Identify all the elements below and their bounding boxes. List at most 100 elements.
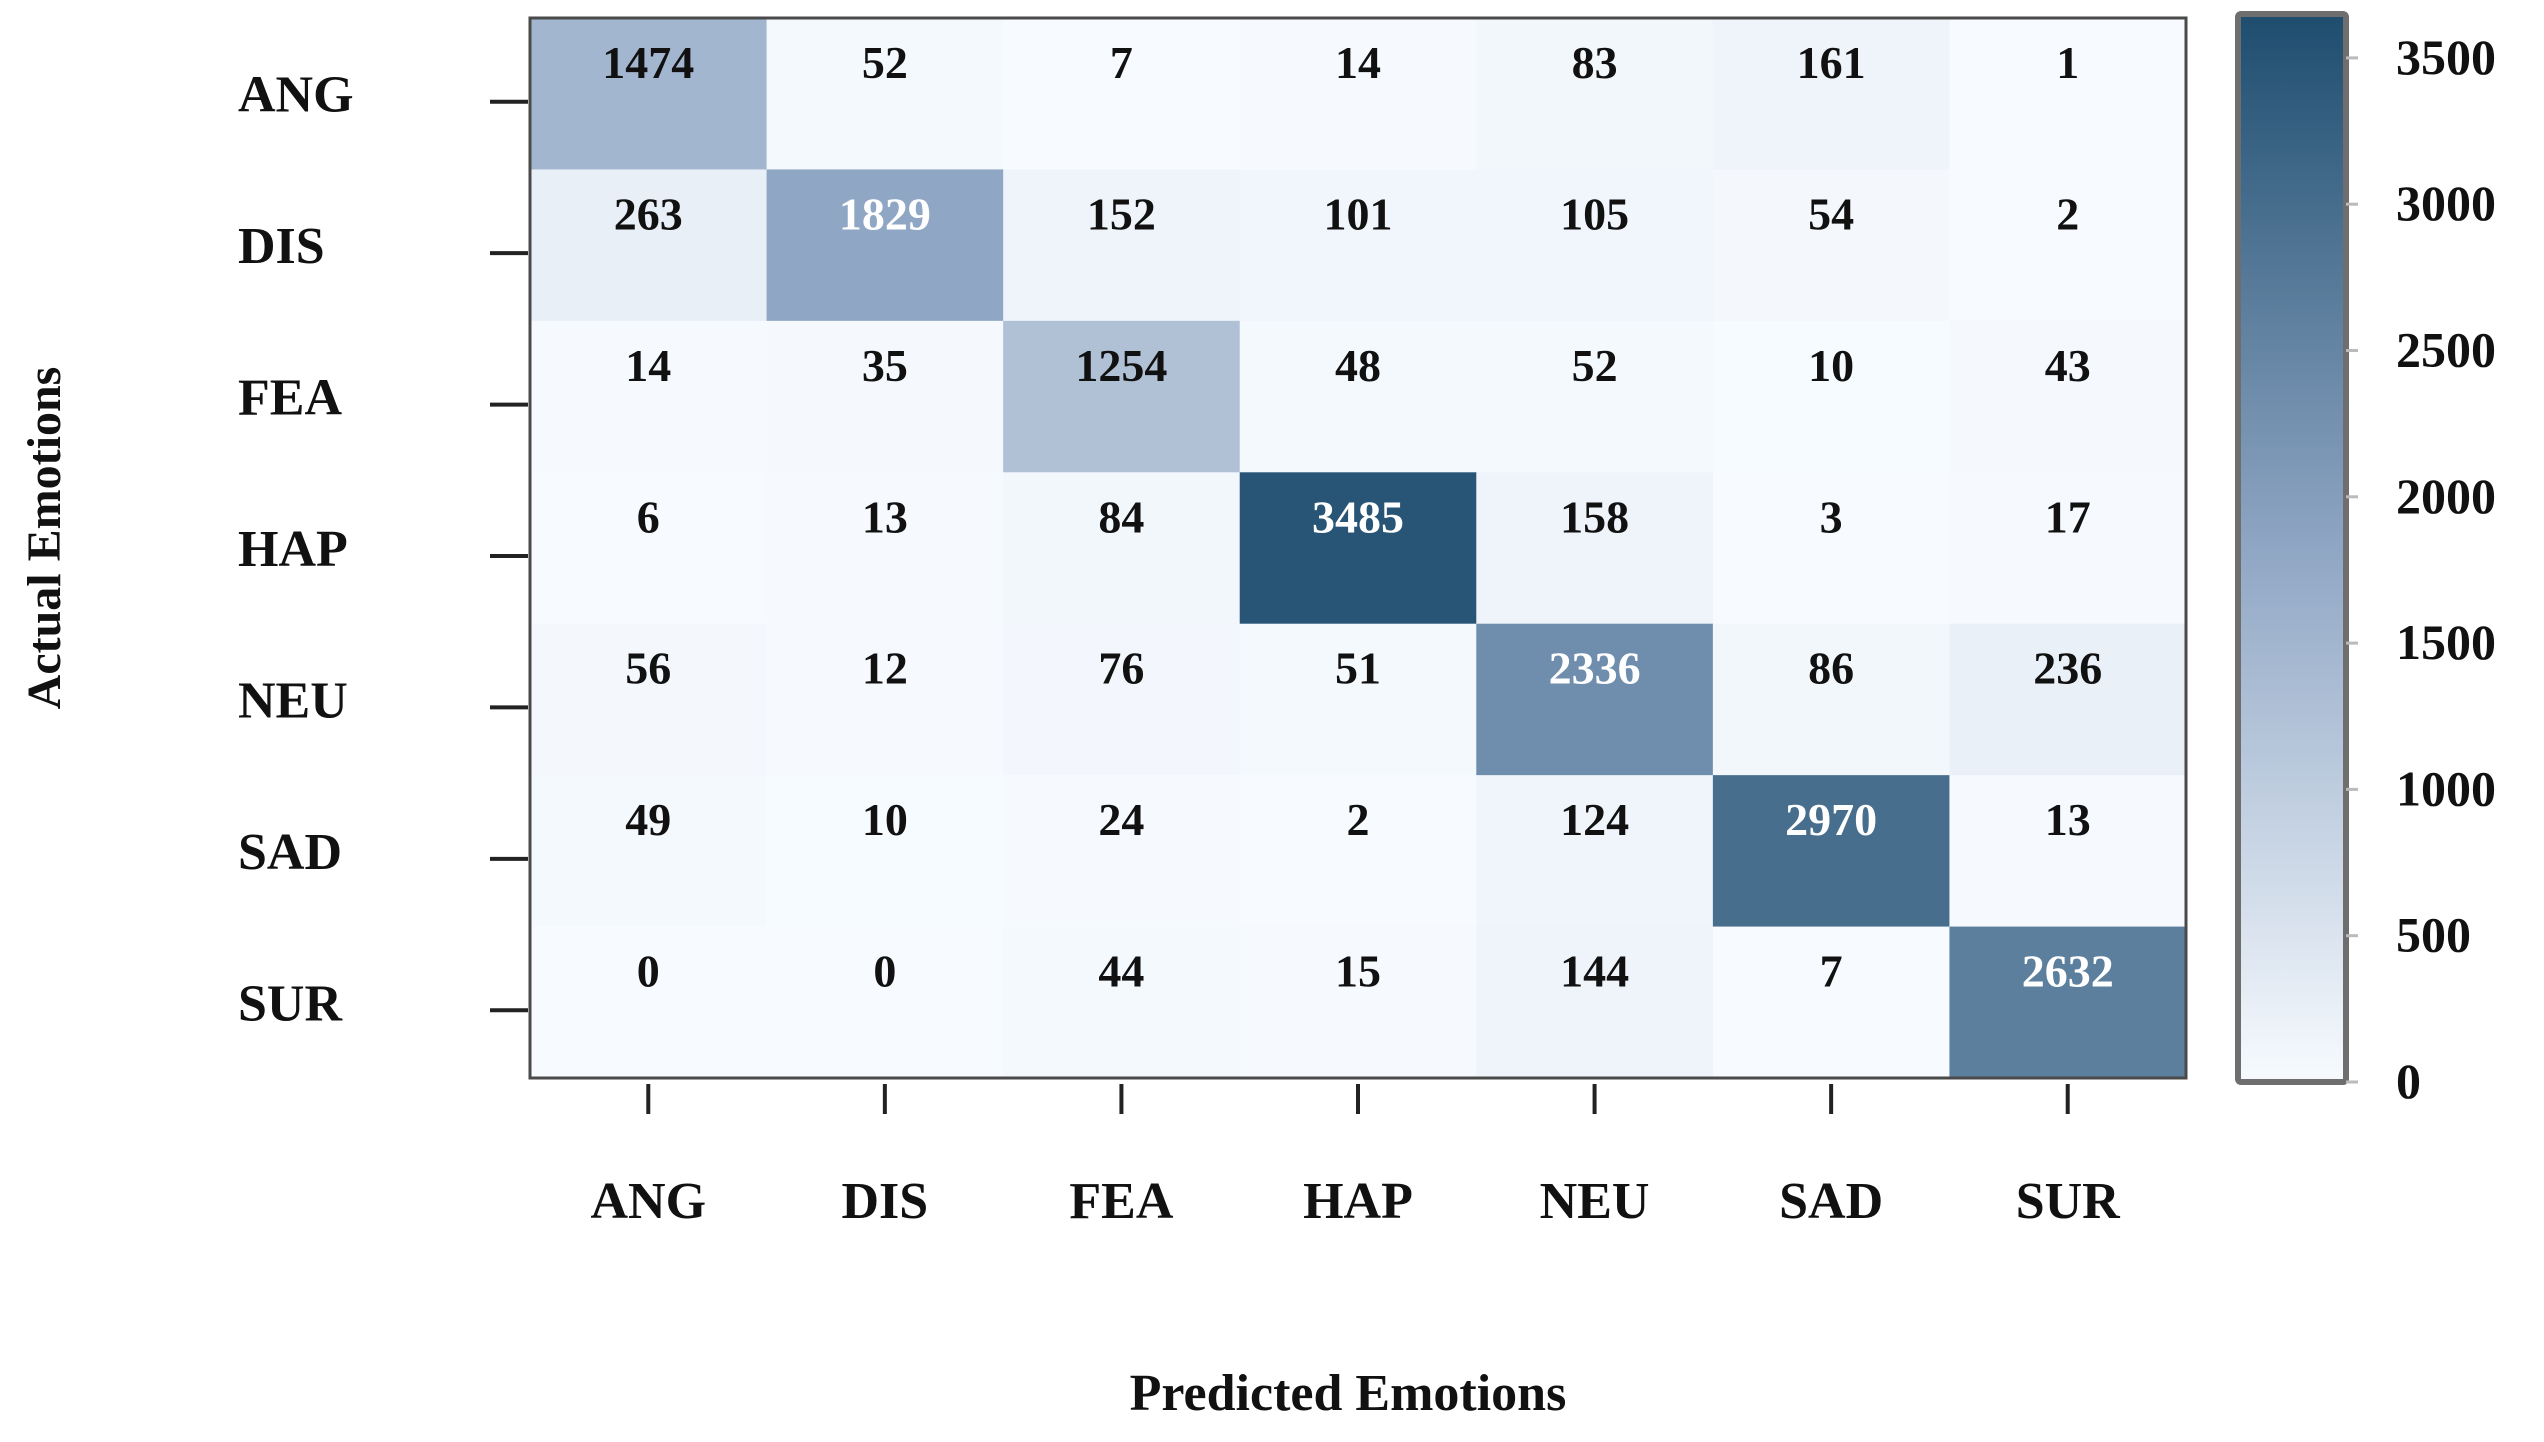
heatmap-cell	[1712, 169, 1950, 322]
heatmap-cell	[1476, 926, 1714, 1079]
cell-value-label: 3485	[1312, 491, 1404, 542]
heatmap-cell	[1003, 775, 1241, 928]
heatmap-cell	[1712, 623, 1950, 776]
x-tick-label: HAP	[1303, 1173, 1413, 1230]
heatmap-cell	[530, 623, 768, 776]
heatmap-cell	[1003, 926, 1241, 1079]
heatmap-cell	[1239, 472, 1477, 625]
x-tick-label: SAD	[1779, 1173, 1883, 1230]
y-axis: ANG DIS FEA HAP NEU SAD SUR	[238, 67, 528, 1032]
heatmap-cell	[1239, 926, 1477, 1079]
heatmap-cell	[1476, 18, 1714, 170]
heatmap-cell	[1712, 18, 1950, 170]
heatmap-cell	[766, 926, 1004, 1079]
cell-value-label: 52	[1572, 340, 1618, 391]
heatmap-cell	[1712, 926, 1950, 1079]
heatmap-cell	[1712, 472, 1950, 625]
x-tick-label: SUR	[2016, 1173, 2121, 1230]
cell-value-label: 101	[1324, 188, 1393, 239]
cell-value-label: 236	[2033, 643, 2102, 694]
y-tick-label: HAP	[238, 521, 348, 578]
cell-value-label: 83	[1572, 37, 1618, 88]
colorbar-tick-label: 3500	[2396, 29, 2496, 85]
cell-value-label: 1	[2056, 37, 2079, 88]
cell-value-label: 24	[1098, 794, 1144, 845]
cell-value-label: 12	[862, 643, 908, 694]
plot-frame	[528, 16, 2188, 1080]
cell-value-label: 14	[625, 340, 671, 391]
heatmap-cells	[530, 18, 2187, 1079]
cell-value-label: 152	[1087, 188, 1156, 239]
y-axis-title: Actual Emotions	[18, 367, 71, 710]
heatmap-cell	[530, 320, 768, 473]
cell-value-label: 7	[1820, 946, 1843, 997]
cell-value-label: 35	[862, 340, 908, 391]
cell-value-label: 52	[862, 37, 908, 88]
x-tick-label: NEU	[1540, 1173, 1650, 1230]
heatmap-cell	[530, 18, 768, 170]
cell-value-label: 15	[1335, 946, 1381, 997]
heatmap-cell	[1949, 320, 2187, 473]
cell-value-label: 10	[1808, 340, 1854, 391]
cell-value-label: 1829	[839, 188, 931, 239]
y-tick-label: FEA	[238, 370, 342, 427]
heatmap-cell	[1239, 775, 1477, 928]
cell-value-label: 84	[1098, 491, 1144, 542]
cell-value-label: 158	[1560, 491, 1629, 542]
colorbar-tick-label: 0	[2396, 1053, 2421, 1109]
heatmap-cell	[1003, 623, 1241, 776]
heatmap-cell	[1476, 472, 1714, 625]
heatmap-cell	[1476, 169, 1714, 322]
heatmap-cell	[1239, 169, 1477, 322]
cell-value-label: 13	[862, 491, 908, 542]
heatmap-cell	[530, 472, 768, 625]
cell-value-label: 51	[1335, 643, 1381, 694]
heatmap-cell	[1003, 169, 1241, 322]
colorbar-tick-label: 1000	[2396, 760, 2496, 816]
heatmap-cell	[1712, 775, 1950, 928]
x-tick-label: ANG	[591, 1173, 707, 1230]
cell-value-label: 14	[1335, 37, 1381, 88]
heatmap-cell	[1003, 472, 1241, 625]
heatmap-cell	[530, 926, 768, 1079]
colorbar: 0 500 1000 1500 2000 2500 3000 3500	[2235, 11, 2496, 1109]
cell-value-label: 144	[1560, 946, 1629, 997]
cell-value-label: 13	[2045, 794, 2091, 845]
heatmap-cell	[766, 320, 1004, 473]
cell-value-label: 161	[1797, 37, 1866, 88]
heatmap-cell	[1239, 320, 1477, 473]
heatmap-cell	[1949, 472, 2187, 625]
cell-value-label: 2632	[2022, 946, 2114, 997]
cell-value-label: 2	[2056, 188, 2079, 239]
cell-value-label: 1254	[1075, 340, 1167, 391]
x-tick-label: FEA	[1069, 1173, 1173, 1230]
cell-value-label: 2336	[1549, 643, 1641, 694]
x-axis-title: Predicted Emotions	[1130, 1365, 1567, 1422]
cell-value-label: 49	[625, 794, 671, 845]
heatmap-cell	[1239, 623, 1477, 776]
x-tick-label: DIS	[841, 1173, 928, 1230]
heatmap-cell	[530, 169, 768, 322]
colorbar-tick-label: 2500	[2396, 321, 2496, 377]
y-tick-label: ANG	[238, 67, 354, 124]
y-tick-label: SUR	[238, 975, 343, 1032]
y-tick-label: DIS	[238, 218, 325, 275]
cell-value-label: 86	[1808, 643, 1854, 694]
heatmap-cell	[1476, 775, 1714, 928]
cell-value-label: 263	[614, 188, 683, 239]
cell-value-label: 0	[637, 946, 660, 997]
cell-value-label: 56	[625, 643, 671, 694]
cell-value-label: 48	[1335, 340, 1381, 391]
cell-value-label: 44	[1098, 946, 1144, 997]
colorbar-tick-label: 1500	[2396, 614, 2496, 670]
heatmap-cell	[1949, 169, 2187, 322]
heatmap-cell	[1239, 18, 1477, 170]
heatmap-cell	[766, 623, 1004, 776]
cell-value-label: 3	[1820, 491, 1843, 542]
heatmap-cell	[766, 18, 1004, 170]
heatmap-cell	[1949, 18, 2187, 170]
colorbar-tick-label: 2000	[2396, 468, 2496, 524]
heatmap-cell	[1003, 320, 1241, 473]
heatmap-cell	[1949, 623, 2187, 776]
cell-value-label: 124	[1560, 794, 1629, 845]
